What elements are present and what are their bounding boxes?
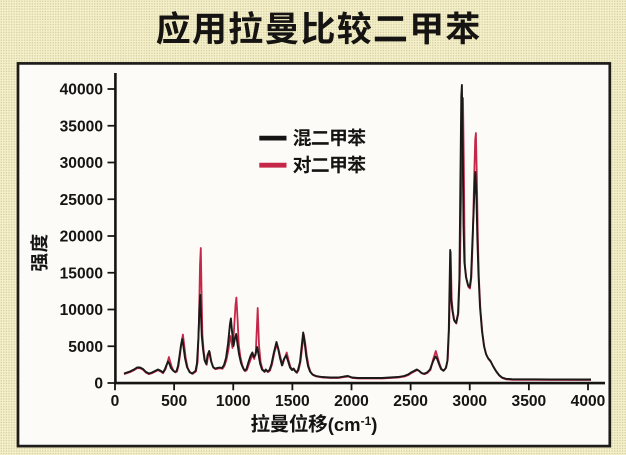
svg-text:10000: 10000 xyxy=(60,302,104,319)
svg-text:35000: 35000 xyxy=(60,118,104,135)
svg-text:2000: 2000 xyxy=(334,393,369,410)
svg-text:500: 500 xyxy=(161,393,187,410)
svg-text:40000: 40000 xyxy=(60,82,104,99)
svg-text:5000: 5000 xyxy=(68,339,103,356)
svg-text:0: 0 xyxy=(94,376,103,393)
svg-text:3000: 3000 xyxy=(452,393,487,410)
svg-text:25000: 25000 xyxy=(60,192,104,209)
svg-text:1500: 1500 xyxy=(275,393,310,410)
svg-text:20000: 20000 xyxy=(60,229,104,246)
svg-text:30000: 30000 xyxy=(60,155,104,172)
svg-text:1000: 1000 xyxy=(216,393,251,410)
svg-text:0: 0 xyxy=(111,393,120,410)
svg-text:3500: 3500 xyxy=(512,393,547,410)
svg-text:4000: 4000 xyxy=(571,393,606,410)
svg-text:15000: 15000 xyxy=(60,265,104,282)
svg-text:2500: 2500 xyxy=(393,393,428,410)
